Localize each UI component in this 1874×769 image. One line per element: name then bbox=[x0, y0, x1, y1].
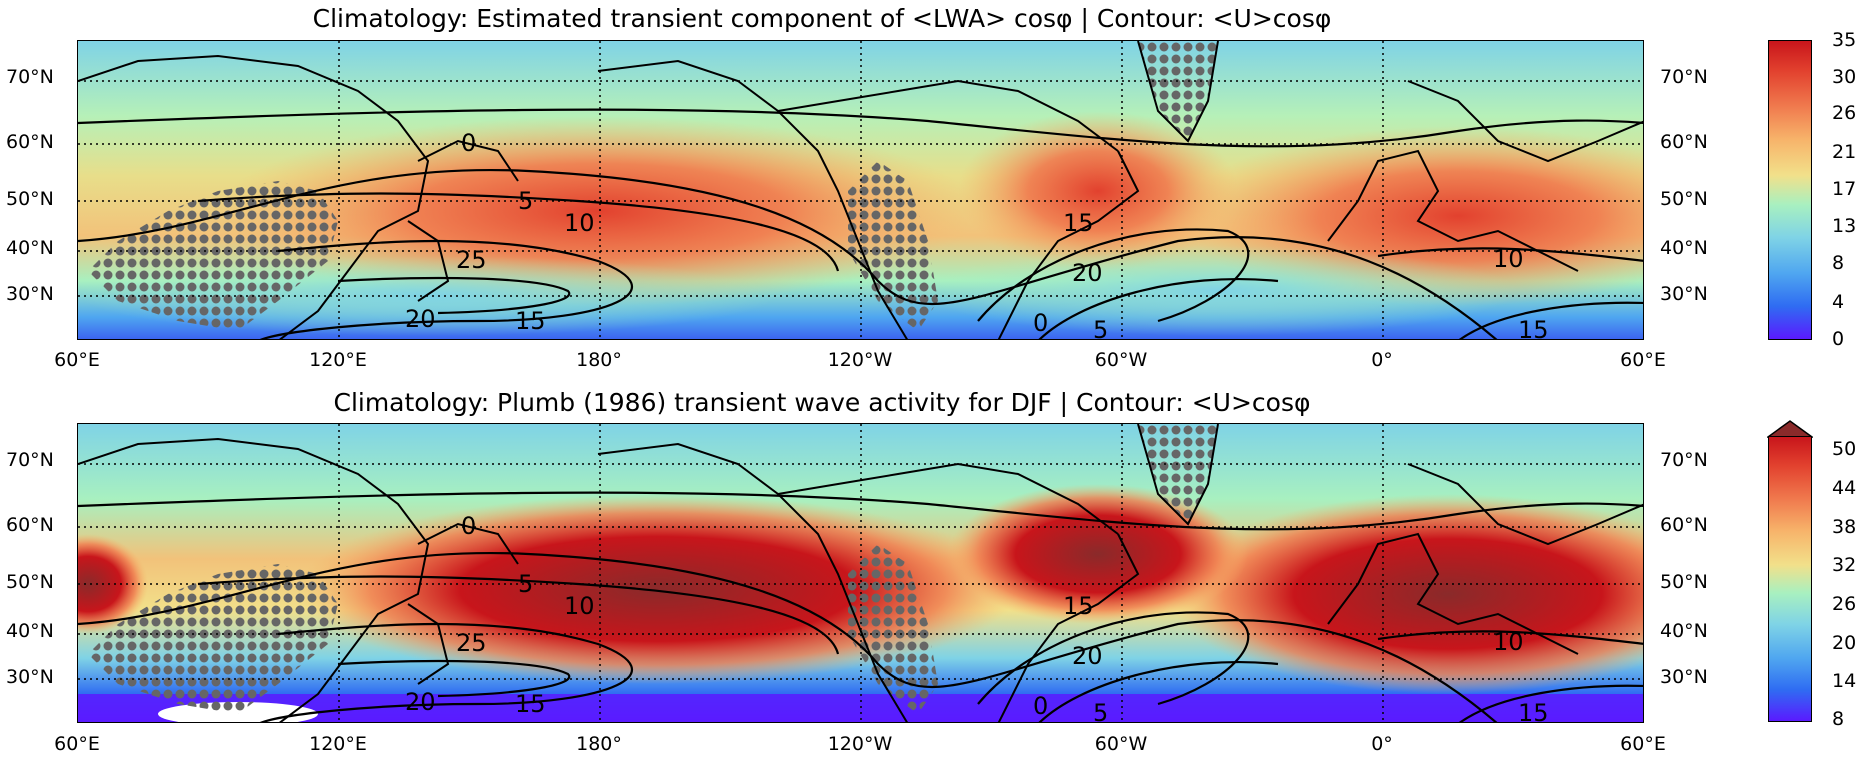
panel-2-colorbar-tick: 44 bbox=[1832, 477, 1857, 499]
panel-2-contour-label: 20 bbox=[405, 688, 436, 716]
panel-1-colorbar-tick: 13 bbox=[1832, 215, 1857, 237]
panel-2-colorbar-tick: 20 bbox=[1832, 632, 1857, 654]
panel-2-lon-label: 0° bbox=[1371, 733, 1393, 755]
panel-1-gridlines bbox=[78, 41, 1643, 339]
panel-1-lon-label: 60°W bbox=[1094, 349, 1148, 371]
panel-1-contour-label: 20 bbox=[1072, 259, 1103, 287]
panel-2-lon-label: 60°E bbox=[54, 733, 100, 755]
panel-1-lon-label: 120°W bbox=[827, 349, 893, 371]
panel-1-contour-label: 10 bbox=[1493, 245, 1524, 273]
panel-1-lat-label-left: 50°N bbox=[6, 188, 54, 210]
panel-1-rockies-stipple bbox=[848, 161, 938, 331]
panel-2-lat-label-right: 40°N bbox=[1660, 620, 1708, 642]
panel-2-namerica-maximum bbox=[948, 484, 1248, 624]
panel-1-map: 0 5 10 25 20 15 15 20 0 5 10 15 bbox=[77, 40, 1644, 340]
panel-2-colorbar-tick: 26 bbox=[1832, 593, 1857, 615]
panel-2-map-svg: 0 5 10 25 20 15 15 20 0 5 10 15 bbox=[78, 424, 1643, 723]
panel-2-greenland-stipple bbox=[1138, 424, 1218, 524]
panel-1-colorbar-tick: 26 bbox=[1832, 102, 1857, 124]
panel-2-lon-label: 120°E bbox=[309, 733, 367, 755]
panel-2-lat-label-left: 50°N bbox=[6, 571, 54, 593]
panel-1-lon-label: 60°E bbox=[54, 349, 100, 371]
panel-2-rockies-stipple bbox=[848, 544, 938, 714]
panel-1-colorbar-tick: 4 bbox=[1832, 291, 1845, 313]
panel-1-colorbar-tick: 21 bbox=[1832, 141, 1857, 163]
panel-1-lat-label-left: 40°N bbox=[6, 237, 54, 259]
panel-2-wind-contours bbox=[78, 491, 1643, 722]
panel-2-lon-label: 120°W bbox=[827, 733, 893, 755]
panel-2-lat-label-right: 70°N bbox=[1660, 449, 1708, 471]
panel-1-colorbar-tick: 0 bbox=[1832, 328, 1845, 350]
panel-2-contour-label: 15 bbox=[515, 690, 546, 718]
panel-2-atlantic-maximum bbox=[1168, 494, 1643, 694]
panel-1-contour-label: 15 bbox=[515, 307, 546, 335]
panel-2-contour-label: 20 bbox=[1072, 642, 1103, 670]
panel-2-lat-label-left: 30°N bbox=[6, 666, 54, 688]
panel-1-contour-label: 15 bbox=[1063, 209, 1094, 237]
panel-1-coastlines bbox=[78, 41, 1643, 339]
panel-1-title: Climatology: Estimated transient compone… bbox=[312, 4, 1332, 33]
panel-2-contour-label: 5 bbox=[518, 570, 533, 598]
panel-1-lat-label-left: 70°N bbox=[6, 66, 54, 88]
panel-2-colorbar-tick: 8 bbox=[1832, 708, 1845, 730]
panel-2-lon-label: 60°E bbox=[1620, 733, 1666, 755]
panel-2-lat-label-left: 60°N bbox=[6, 514, 54, 536]
panel-1-lat-label-left: 60°N bbox=[6, 131, 54, 153]
panel-2-lat-label-right: 50°N bbox=[1660, 571, 1708, 593]
panel-1-greenland-stipple bbox=[1138, 41, 1218, 141]
panel-1-contour-label: 0 bbox=[461, 129, 476, 157]
panel-1-lat-label-right: 50°N bbox=[1660, 188, 1708, 210]
panel-2-lon-label: 180° bbox=[576, 733, 622, 755]
panel-1-contour-label: 25 bbox=[456, 246, 487, 274]
panel-2-lat-label-right: 60°N bbox=[1660, 514, 1708, 536]
panel-1-contour-label: 5 bbox=[518, 187, 533, 215]
panel-2-west-maximum bbox=[78, 534, 148, 634]
panel-1-colorbar-tick: 30 bbox=[1832, 66, 1857, 88]
panel-1-contour-label: 0 bbox=[1033, 309, 1048, 337]
panel-1-contour-label: 15 bbox=[1518, 316, 1549, 340]
panel-1-contour-label: 5 bbox=[1093, 316, 1108, 340]
panel-1-atlantic-low bbox=[918, 246, 1518, 336]
panel-2-colorbar-tick: 14 bbox=[1832, 670, 1857, 692]
panel-1-colorbar-tick: 35 bbox=[1832, 29, 1857, 51]
panel-1-tibet-stipple bbox=[88, 181, 338, 331]
panel-2-contour-label: 25 bbox=[456, 629, 487, 657]
panel-1-colorbar-tick: 8 bbox=[1832, 252, 1845, 274]
panel-2-lat-label-right: 30°N bbox=[1660, 666, 1708, 688]
panel-1-colorbar bbox=[1768, 40, 1812, 340]
panel-2-contour-label: 0 bbox=[461, 512, 476, 540]
panel-2-colorbar-tick: 50 bbox=[1832, 438, 1857, 460]
panel-2-colorbar-tick: 38 bbox=[1832, 516, 1857, 538]
panel-1-contour-label: 20 bbox=[405, 305, 436, 333]
panel-1-lon-label: 60°E bbox=[1620, 349, 1666, 371]
panel-1-lat-label-right: 60°N bbox=[1660, 131, 1708, 153]
panel-2-contour-label: 15 bbox=[1063, 592, 1094, 620]
panel-1-colorbar-tick: 17 bbox=[1832, 178, 1857, 200]
panel-2-title: Climatology: Plumb (1986) transient wave… bbox=[333, 388, 1311, 417]
panel-1-lon-label: 0° bbox=[1371, 349, 1393, 371]
panel-1-lat-label-right: 30°N bbox=[1660, 283, 1708, 305]
panel-1-contour-label: 10 bbox=[564, 209, 595, 237]
panel-2-contour-label: 0 bbox=[1033, 692, 1048, 720]
panel-2-colorbar-tick: 32 bbox=[1832, 554, 1857, 576]
panel-2-contour-label: 10 bbox=[1493, 628, 1524, 656]
panel-2-gridlines bbox=[78, 424, 1643, 722]
panel-1-lat-label-right: 70°N bbox=[1660, 66, 1708, 88]
panel-2-contour-label: 15 bbox=[1518, 699, 1549, 723]
panel-2-map: 0 5 10 25 20 15 15 20 0 5 10 15 bbox=[77, 423, 1644, 723]
panel-1-lat-label-left: 30°N bbox=[6, 283, 54, 305]
panel-2-colorbar bbox=[1768, 436, 1812, 722]
panel-2-lat-label-left: 70°N bbox=[6, 449, 54, 471]
panel-2-pacific-maximum bbox=[298, 494, 1018, 684]
panel-1-map-svg: 0 5 10 25 20 15 15 20 0 5 10 15 bbox=[78, 41, 1643, 340]
panel-1-wind-contours bbox=[78, 108, 1643, 339]
panel-2-tibet-stipple bbox=[88, 564, 338, 714]
panel-2-contour-label: 5 bbox=[1093, 699, 1108, 723]
panel-1-lat-label-right: 40°N bbox=[1660, 237, 1708, 259]
panel-1-lon-label: 180° bbox=[576, 349, 622, 371]
panel-2-lon-label: 60°W bbox=[1094, 733, 1148, 755]
panel-2-lat-label-left: 40°N bbox=[6, 620, 54, 642]
panel-2-contour-label: 10 bbox=[564, 592, 595, 620]
panel-1-lon-label: 120°E bbox=[309, 349, 367, 371]
